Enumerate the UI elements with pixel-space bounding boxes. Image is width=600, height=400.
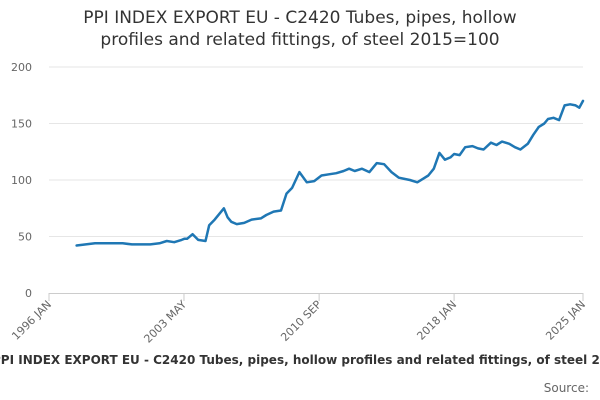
- x-axis: 1996 JAN 2003 MAY 2010 SEP 2018 JAN 2025 JAN: [9, 293, 588, 346]
- x-tick-label: 2010 SEP: [278, 298, 324, 344]
- series-line[interactable]: [75, 99, 585, 247]
- y-tick-label: 150: [11, 118, 32, 131]
- y-tick-label: 0: [25, 287, 32, 300]
- series-group: [75, 99, 585, 247]
- y-tick-label: 200: [11, 61, 32, 74]
- x-tick-label: 1996 JAN: [9, 298, 54, 343]
- source-note: Source:: [543, 381, 589, 395]
- legend-label: PPI INDEX EXPORT EU - C2420 Tubes, pipes…: [0, 353, 600, 367]
- chart-title-line-1: PPI INDEX EXPORT EU - C2420 Tubes, pipes…: [83, 8, 517, 28]
- chart-title: PPI INDEX EXPORT EU - C2420 Tubes, pipes…: [0, 7, 600, 51]
- chart-title-line-2: profiles and related fittings, of steel …: [100, 30, 500, 50]
- legend-entry[interactable]: PPI INDEX EXPORT EU - C2420 Tubes, pipes…: [0, 353, 600, 367]
- x-tick-label: 2025 JAN: [543, 298, 588, 343]
- y-tick-label: 100: [11, 174, 32, 187]
- x-tick-label: 2018 JAN: [414, 298, 459, 343]
- grid-lines: 0 50 100 150 200: [11, 61, 583, 300]
- x-tick-label: 2003 MAY: [141, 298, 189, 346]
- y-tick-label: 50: [18, 231, 32, 244]
